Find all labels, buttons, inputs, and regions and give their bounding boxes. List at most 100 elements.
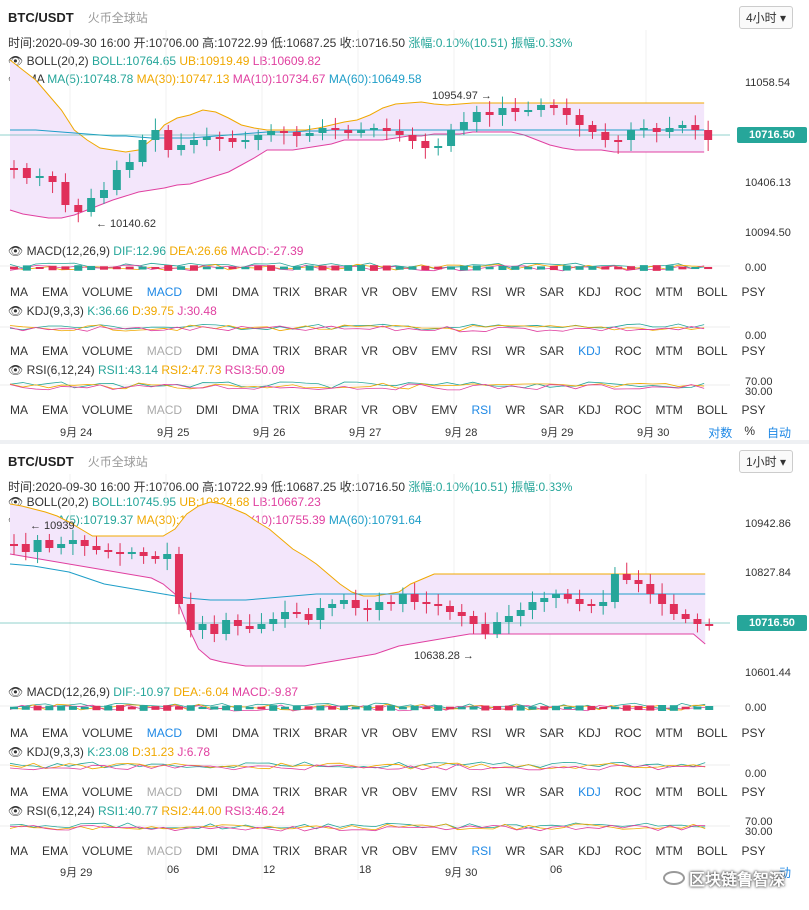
indicator-tab-trix[interactable]: TRIX <box>272 785 301 799</box>
indicator-tab-boll[interactable]: BOLL <box>696 344 728 358</box>
indicator-tab-emv[interactable]: EMV <box>431 344 458 358</box>
indicator-tab-psy[interactable]: PSY <box>741 726 766 740</box>
indicator-tab-dmi[interactable]: DMI <box>196 285 219 299</box>
indicator-tab-obv[interactable]: OBV <box>392 403 418 417</box>
indicator-tab-emv[interactable]: EMV <box>431 726 458 740</box>
price-axis[interactable]: 11058.54 10406.13 10094.50 0.00 0.00 70.… <box>745 77 791 398</box>
indicator-tab-macd[interactable]: MACD <box>146 726 183 740</box>
indicator-tab-wr[interactable]: WR <box>505 844 526 858</box>
indicator-tab-trix[interactable]: TRIX <box>272 403 301 417</box>
indicator-tab-rsi[interactable]: RSI <box>471 726 492 740</box>
indicator-tab-kdj[interactable]: KDJ <box>578 403 601 417</box>
indicator-tab-psy[interactable]: PSY <box>741 403 766 417</box>
indicator-tab-emv[interactable]: EMV <box>431 844 458 858</box>
indicator-tab-volume[interactable]: VOLUME <box>82 285 133 299</box>
indicator-tab-ema[interactable]: EMA <box>42 844 69 858</box>
indicator-tab-dma[interactable]: DMA <box>232 403 259 417</box>
indicator-tab-ma[interactable]: MA <box>10 403 28 417</box>
indicator-tab-macd[interactable]: MACD <box>146 844 183 858</box>
indicator-tab-ma[interactable]: MA <box>10 726 28 740</box>
chart-panel-1h[interactable]: BTC/USDT 火币全球站 1小时 ▾ 时间:2020-09-30 16:00… <box>0 444 809 890</box>
indicator-tab-ma[interactable]: MA <box>10 785 28 799</box>
indicator-tab-macd[interactable]: MACD <box>146 785 183 799</box>
indicator-tab-roc[interactable]: ROC <box>614 785 642 799</box>
indicator-tab-brar[interactable]: BRAR <box>314 844 348 858</box>
indicator-tabs-3[interactable]: MA EMA VOLUME MACD DMI DMA TRIX BRAR VR OBV EMV RSI… <box>10 844 780 858</box>
indicator-tab-mtm[interactable]: MTM <box>655 344 683 358</box>
indicator-tab-rsi[interactable]: RSI <box>471 403 492 417</box>
indicator-tab-obv[interactable]: OBV <box>392 844 418 858</box>
indicator-tab-emv[interactable]: EMV <box>431 285 458 299</box>
indicator-tab-vr[interactable]: VR <box>361 285 379 299</box>
indicator-tab-volume[interactable]: VOLUME <box>82 785 133 799</box>
indicator-tab-kdj[interactable]: KDJ <box>578 344 601 358</box>
indicator-tab-kdj[interactable]: KDJ <box>578 785 601 799</box>
indicator-tab-volume[interactable]: VOLUME <box>82 344 133 358</box>
indicator-tab-macd[interactable]: MACD <box>146 344 183 358</box>
indicator-tab-mtm[interactable]: MTM <box>655 285 683 299</box>
indicator-tab-psy[interactable]: PSY <box>741 344 766 358</box>
indicator-tab-vr[interactable]: VR <box>361 726 379 740</box>
indicator-tab-volume[interactable]: VOLUME <box>82 844 133 858</box>
indicator-tab-sar[interactable]: SAR <box>539 785 565 799</box>
indicator-tab-sar[interactable]: SAR <box>539 403 565 417</box>
indicator-tab-dma[interactable]: DMA <box>232 844 259 858</box>
indicator-tab-roc[interactable]: ROC <box>614 403 642 417</box>
indicator-tab-dmi[interactable]: DMI <box>196 785 219 799</box>
price-axis[interactable]: 10942.86 10827.84 10601.44 0.00 0.00 70.… <box>745 518 791 838</box>
indicator-tab-volume[interactable]: VOLUME <box>82 403 133 417</box>
indicator-tab-boll[interactable]: BOLL <box>696 403 728 417</box>
indicator-tab-volume[interactable]: VOLUME <box>82 726 133 740</box>
indicator-tab-mtm[interactable]: MTM <box>655 403 683 417</box>
indicator-tab-trix[interactable]: TRIX <box>272 726 301 740</box>
indicator-tab-sar[interactable]: SAR <box>539 726 565 740</box>
indicator-tabs-3[interactable]: MA EMA VOLUME MACD DMI DMA TRIX BRAR VR OBV EMV RSI… <box>10 403 780 417</box>
indicator-tab-wr[interactable]: WR <box>505 285 526 299</box>
indicator-tab-mtm[interactable]: MTM <box>655 726 683 740</box>
indicator-tab-wr[interactable]: WR <box>505 785 526 799</box>
indicator-tab-dmi[interactable]: DMI <box>196 344 219 358</box>
indicator-tab-roc[interactable]: ROC <box>614 285 642 299</box>
indicator-tab-psy[interactable]: PSY <box>741 285 766 299</box>
indicator-tab-vr[interactable]: VR <box>361 403 379 417</box>
indicator-tab-rsi[interactable]: RSI <box>471 344 492 358</box>
indicator-tab-brar[interactable]: BRAR <box>314 285 348 299</box>
indicator-tab-emv[interactable]: EMV <box>431 785 458 799</box>
indicator-tab-sar[interactable]: SAR <box>539 285 565 299</box>
percent-scale-button[interactable]: % <box>744 424 755 438</box>
indicator-tab-macd[interactable]: MACD <box>146 285 183 299</box>
indicator-tab-psy[interactable]: PSY <box>741 785 766 799</box>
chart-panel-4h[interactable]: BTC/USDT 火币全球站 4小时 ▾ 时间:2020-09-30 16:00… <box>0 0 809 442</box>
indicator-tab-boll[interactable]: BOLL <box>696 844 728 858</box>
indicator-tab-brar[interactable]: BRAR <box>314 403 348 417</box>
indicator-tab-rsi[interactable]: RSI <box>471 285 492 299</box>
symbol-label[interactable]: BTC/USDT <box>8 453 74 469</box>
indicator-tab-obv[interactable]: OBV <box>392 785 418 799</box>
indicator-tab-ema[interactable]: EMA <box>42 403 69 417</box>
auto-scale-button[interactable]: 动 <box>778 866 791 880</box>
indicator-tab-trix[interactable]: TRIX <box>272 844 301 858</box>
indicator-tab-dmi[interactable]: DMI <box>196 726 219 740</box>
indicator-tab-ma[interactable]: MA <box>10 285 28 299</box>
indicator-tab-ma[interactable]: MA <box>10 344 28 358</box>
indicator-tab-brar[interactable]: BRAR <box>314 785 348 799</box>
indicator-tab-ema[interactable]: EMA <box>42 344 69 358</box>
indicator-tab-kdj[interactable]: KDJ <box>578 726 601 740</box>
indicator-tab-ema[interactable]: EMA <box>42 785 69 799</box>
indicator-tab-wr[interactable]: WR <box>505 726 526 740</box>
indicator-tab-mtm[interactable]: MTM <box>655 844 683 858</box>
indicator-tabs-2[interactable]: MA EMA VOLUME MACD DMI DMA TRIX BRAR VR OBV EMV RSI… <box>10 785 780 799</box>
timeframe-select[interactable]: 1小时 ▾ <box>738 450 793 473</box>
indicator-tab-psy[interactable]: PSY <box>741 844 766 858</box>
indicator-tab-wr[interactable]: WR <box>505 344 526 358</box>
indicator-tab-boll[interactable]: BOLL <box>696 726 728 740</box>
indicator-tab-dma[interactable]: DMA <box>232 344 259 358</box>
indicator-tabs-1[interactable]: MA EMA VOLUME MACD DMI DMA TRIX BRAR VR OBV EMV RSI… <box>10 726 780 740</box>
indicator-tab-ema[interactable]: EMA <box>42 285 69 299</box>
indicator-tab-dmi[interactable]: DMI <box>196 403 219 417</box>
indicator-tab-boll[interactable]: BOLL <box>696 785 728 799</box>
indicator-tab-ema[interactable]: EMA <box>42 726 69 740</box>
indicator-tab-kdj[interactable]: KDJ <box>578 285 601 299</box>
indicator-tab-dma[interactable]: DMA <box>232 785 259 799</box>
indicator-tab-ma[interactable]: MA <box>10 844 28 858</box>
